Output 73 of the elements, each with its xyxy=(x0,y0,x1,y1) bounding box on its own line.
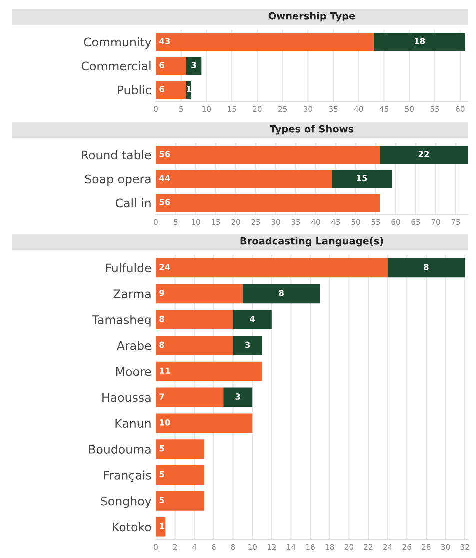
data-label: 56 xyxy=(160,199,170,206)
data-label: 3 xyxy=(236,394,240,400)
y-tick-label: Public xyxy=(118,86,152,95)
y-tick-label: Fulfulde xyxy=(106,263,152,273)
bar xyxy=(156,33,374,51)
bar xyxy=(242,284,320,304)
y-tick-label: Kotoko xyxy=(113,522,152,532)
data-label: 5 xyxy=(160,471,164,478)
y-tick-label: Zarma xyxy=(114,290,151,299)
data-label: 44 xyxy=(159,175,170,182)
bar xyxy=(156,146,380,164)
y-tick-label: Arabe xyxy=(117,341,152,350)
data-label: 5 xyxy=(160,446,164,452)
bar xyxy=(233,310,272,330)
bar xyxy=(156,362,262,382)
y-tick-label: Community xyxy=(84,38,152,49)
data-label: 3 xyxy=(192,62,196,68)
y-tick-label: Haoussa xyxy=(102,393,151,402)
data-label: 8 xyxy=(160,342,164,348)
bar xyxy=(156,310,234,330)
bar xyxy=(156,414,253,434)
bar xyxy=(156,388,224,408)
bar xyxy=(233,336,262,356)
bar xyxy=(186,57,202,75)
y-tick-label: Call in xyxy=(116,198,151,208)
data-label: 6 xyxy=(160,86,164,92)
bar xyxy=(380,146,468,164)
data-label: 9 xyxy=(160,290,164,296)
data-label: 18 xyxy=(414,38,426,44)
data-label: 8 xyxy=(279,290,284,296)
data-label: 3 xyxy=(245,342,250,348)
data-label: 15 xyxy=(357,175,368,182)
y-tick-label: Songhoy xyxy=(101,496,152,508)
y-tick-label: Boudouma xyxy=(89,444,151,454)
data-label: 10 xyxy=(160,420,170,426)
bar xyxy=(156,517,166,537)
bar xyxy=(156,170,332,188)
chart-title: Broadcasting Language(s) xyxy=(240,237,384,247)
chart-title: Types of Shows xyxy=(270,125,354,135)
bar xyxy=(156,258,388,278)
data-label: 7 xyxy=(160,394,164,400)
data-label: 1 xyxy=(160,523,164,530)
data-label: 5 xyxy=(160,497,164,504)
y-tick-label: Moore xyxy=(116,367,152,376)
data-label: 8 xyxy=(424,264,429,270)
bar xyxy=(156,81,186,99)
data-label: 11 xyxy=(160,368,170,374)
y-tick-label: Commercial xyxy=(82,62,151,71)
bar xyxy=(388,258,466,278)
data-label: 8 xyxy=(160,316,164,322)
data-label: 4 xyxy=(250,316,256,322)
data-label: 1 xyxy=(187,86,192,92)
bar xyxy=(156,491,204,511)
data-label: 6 xyxy=(160,62,164,68)
bar xyxy=(156,57,186,75)
data-label: 43 xyxy=(159,38,170,44)
data-label: 22 xyxy=(418,151,430,158)
bar xyxy=(374,33,466,51)
bar xyxy=(332,170,392,188)
data-label: 24 xyxy=(160,264,170,270)
y-tick-label: Round table xyxy=(82,150,152,160)
bar xyxy=(156,194,380,212)
y-tick-label: Soap opera xyxy=(85,174,151,186)
bar xyxy=(156,336,234,356)
y-tick-label: Tamasheq xyxy=(92,315,151,327)
data-label: 56 xyxy=(160,151,170,158)
chart-title: Ownership Type xyxy=(268,12,356,22)
bar xyxy=(156,440,204,460)
bar xyxy=(156,466,204,485)
bar xyxy=(156,284,243,304)
bar xyxy=(224,388,253,408)
y-tick-label: Français xyxy=(104,470,152,482)
y-tick-label: Kanun xyxy=(116,419,151,428)
